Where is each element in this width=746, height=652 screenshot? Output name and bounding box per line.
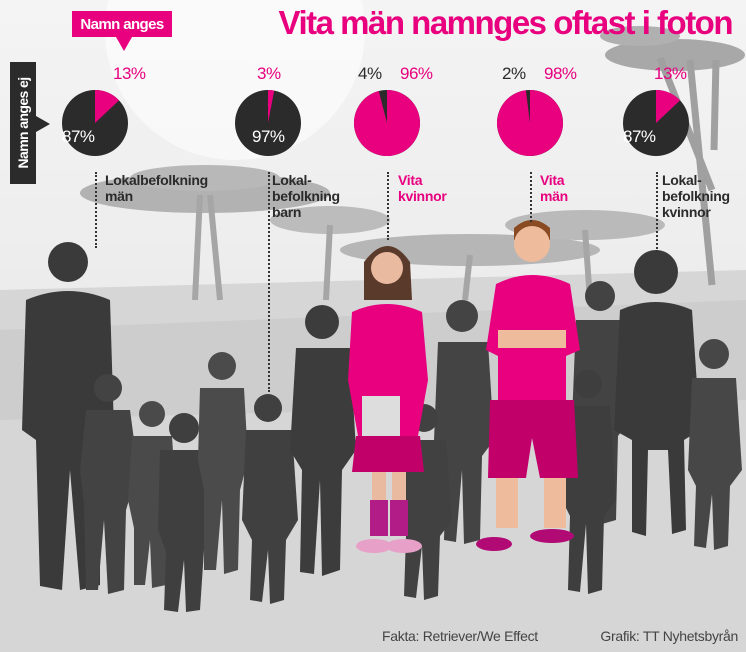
legend-unnamed-label: Namn anges ej [15,77,31,169]
pie-1-named-pct: 13% [113,64,146,83]
figure-child [198,352,248,574]
pie-4-unnamed-pct: 2% [502,64,526,83]
pie-5-leader [656,172,658,252]
pie-4-named-slice [497,90,564,156]
pie-2-unnamed-pct: 97% [252,127,285,146]
source-text: Fakta: Retriever/We Effect [382,628,538,644]
pie-4-leader [530,172,532,222]
figure-white-woman [348,246,428,553]
figure-white-man [476,220,580,551]
tree-trunks [192,194,593,301]
pie-1-unnamed-pct: 87% [62,127,95,146]
pie-5-named-pct: 13% [654,64,687,83]
pie-2-named-slice [268,90,275,123]
pie-5-unnamed-pct: 87% [623,127,656,146]
pie-3-category: Vita kvinnor [398,172,447,204]
pie-1-named-slice [95,90,120,123]
pie-1-category: Lokalbefolkning män [105,172,208,204]
pie-2-named-pct: 3% [257,64,281,83]
credit-text: Grafik: TT Nyhetsbyrån [600,628,738,644]
pie-3-named-slice [354,90,421,156]
legend-unnamed-pointer [36,116,50,132]
tree-canopy [605,39,745,71]
figure-child [158,413,214,612]
figure-child [242,394,298,604]
pie-2-category: Lokal- befolkning barn [272,172,340,220]
tree-canopy [600,26,680,46]
pie-3-leader [387,172,389,240]
pie-3-unnamed-pct: 4% [358,64,382,83]
tree-canopy [130,165,280,191]
figure-woman [614,250,700,536]
pie-5-category: Lokal- befolkning kvinnor [662,172,730,220]
legend-named-pointer [116,37,132,51]
legend-unnamed: Namn anges ej [10,62,36,184]
figure-child [80,374,138,594]
pie-1-leader [95,172,97,248]
chart-title: Vita män namnges oftast i foton [278,4,734,41]
pie-charts [62,90,689,156]
figure-child [290,305,356,576]
pie-5-named-slice [656,90,681,123]
tree-canopy [270,206,390,234]
pie-2-leader [268,172,270,392]
figure-child [688,339,742,550]
pie-4-category: Vita män [540,172,568,204]
legend-named: Namn anges [72,11,172,37]
legend-named-label: Namn anges [80,15,164,33]
pie-3-named-pct: 96% [400,64,433,83]
pie-4-named-pct: 98% [544,64,577,83]
